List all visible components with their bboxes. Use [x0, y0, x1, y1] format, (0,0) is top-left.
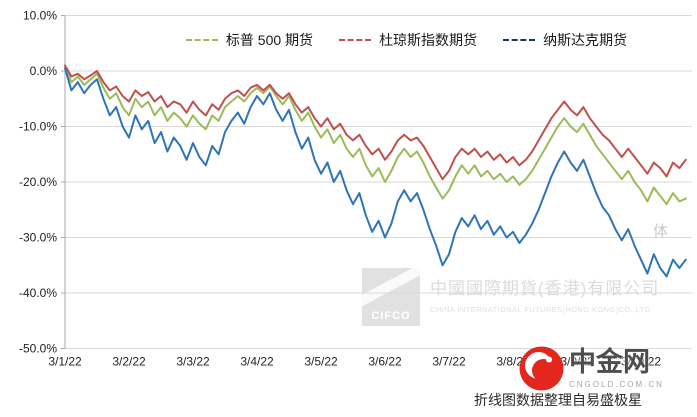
svg-text:10.0%: 10.0%	[23, 9, 57, 23]
svg-text:-40.0%: -40.0%	[19, 286, 57, 300]
legend-item-dowjones: 杜琼斯指数期货	[339, 30, 477, 50]
cngold-brand: 中金网 CNGOLD.COM.CN	[519, 346, 664, 391]
svg-text:0.0%: 0.0%	[30, 64, 58, 78]
svg-text:-10.0%: -10.0%	[19, 120, 57, 134]
svg-text:-20.0%: -20.0%	[19, 175, 57, 189]
legend-item-sp500: 标普 500 期货	[185, 30, 314, 50]
cifco-company-name-en: CHINA INTERNATIONAL FUTURES(HONG KONG)CO…	[430, 305, 651, 314]
svg-text:3/4/22: 3/4/22	[240, 355, 274, 369]
svg-text:3/10/22: 3/10/22	[621, 355, 661, 369]
svg-text:3/2/22: 3/2/22	[112, 355, 146, 369]
cngold-brand-text: 中金网 CNGOLD.COM.CN	[569, 346, 664, 389]
legend-label-sp500: 标普 500 期货	[225, 32, 314, 48]
svg-text:3/9/22: 3/9/22	[560, 355, 594, 369]
brand-domain: CNGOLD.COM.CN	[569, 380, 664, 389]
legend-item-nasdaq: 纳斯达克期货	[503, 30, 627, 50]
svg-text:3/7/22: 3/7/22	[432, 355, 466, 369]
sp500-line-swatch-icon	[185, 39, 218, 41]
svg-text:3/1/22: 3/1/22	[48, 355, 82, 369]
svg-text:3/5/22: 3/5/22	[304, 355, 338, 369]
legend-label-dowjones: 杜琼斯指数期货	[379, 32, 478, 48]
nasdaq-line-swatch-icon	[503, 39, 536, 41]
legend-label-nasdaq: 纳斯达克期货	[543, 32, 628, 48]
dowjones-line-swatch-icon	[339, 39, 372, 41]
chart-legend: 标普 500 期货 杜琼斯指数期货 纳斯达克期货	[120, 30, 693, 50]
svg-text:-50.0%: -50.0%	[19, 342, 57, 356]
cifco-logo-icon: CIFCO	[362, 268, 420, 326]
svg-text:3/6/22: 3/6/22	[368, 355, 402, 369]
svg-text:-30.0%: -30.0%	[19, 231, 57, 245]
chart-source-caption: 折线图数据整理自易盛极星	[474, 392, 642, 408]
stray-watermark-glyph: 体	[653, 223, 669, 240]
brand-name: 中金网	[569, 347, 650, 377]
cngold-logo-icon	[519, 346, 564, 391]
svg-text:3/3/22: 3/3/22	[176, 355, 210, 369]
cifco-logo-text: CIFCO	[371, 310, 411, 322]
